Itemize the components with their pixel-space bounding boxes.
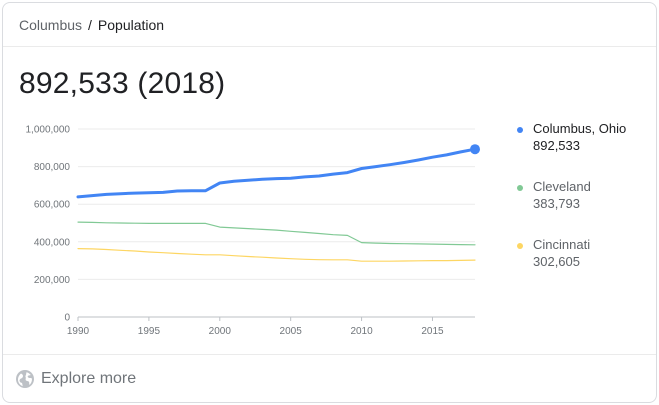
y-tick-label: 200,000 [34,275,71,286]
series-endpoint-dot [470,144,480,155]
x-tick-label: 2010 [350,326,373,337]
breadcrumb: Columbus / Population [19,17,164,33]
breadcrumb-separator: / [88,17,92,33]
legend-item-cleveland[interactable]: Cleveland 383,793 [517,179,647,237]
legend-value: 302,605 [533,254,580,269]
series-line-cincinnati [77,248,476,262]
headline-value: 892,533 (2018) [19,67,226,100]
x-tick-label: 1995 [138,326,161,337]
footer-divider [3,354,656,355]
legend-value: 892,533 [533,138,580,153]
y-tick-label: 400,000 [34,237,71,248]
legend-name: Cincinnati [533,237,591,252]
y-tick-label: 800,000 [34,162,71,173]
legend-dot-cleveland [517,185,523,191]
y-tick-label: 0 [64,313,70,324]
series-line-columbus-ohio [76,147,477,199]
legend-value: 383,793 [533,196,580,211]
legend-name: Cleveland [533,179,591,194]
legend-item-cincinnati[interactable]: Cincinnati 302,605 [517,237,647,295]
breadcrumb-current: Population [97,17,165,33]
legend-item-columbus[interactable]: Columbus, Ohio 892,533 [517,121,647,179]
x-tick-label: 2015 [421,326,444,337]
series-line-cleveland [77,221,476,246]
breadcrumb-parent-link[interactable]: Columbus [19,17,83,33]
y-tick-label: 600,000 [34,200,71,211]
explore-more-label: Explore more [41,370,137,387]
legend-dot-cincinnati [517,243,523,249]
header-divider [3,46,656,47]
chart-legend: Columbus, Ohio 892,533 Cleveland 383,793… [517,121,647,295]
legend-dot-columbus [517,127,523,133]
y-tick-label: 1,000,000 [26,125,71,136]
globe-icon [16,370,34,388]
x-tick-label: 1990 [67,326,90,337]
explore-more-button[interactable]: Explore more [15,367,136,391]
x-tick-label: 2005 [280,326,303,337]
population-chart[interactable]: 0 200,000 400,000 600,000 800,000 1,000,000 19… [3,113,503,338]
x-tick-label: 2000 [209,326,232,337]
legend-name: Columbus, Ohio [533,121,627,136]
